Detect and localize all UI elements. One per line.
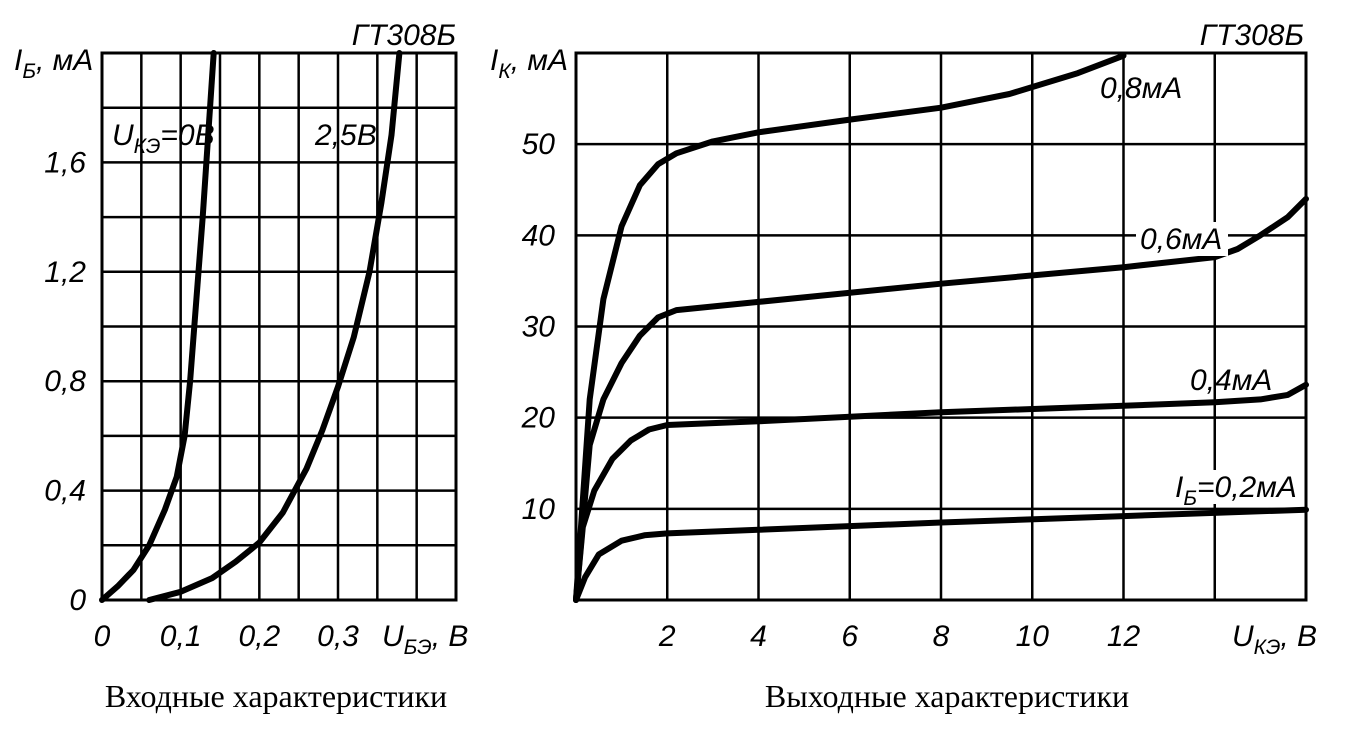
series-line-1 [99,50,217,603]
plot-frame [100,51,458,602]
series-label-3-main: 0,6мА [1140,223,1222,256]
x-tick-label: 0 [94,620,111,653]
x-tick-label: 0,1 [160,620,202,653]
x-axis-label-main: U [1232,620,1254,653]
y-tick-label: 50 [522,128,556,161]
series-label-3: 0,6мА [1140,223,1222,256]
series-label-1-main: I [1175,471,1183,504]
x-tick-label: 0,3 [317,620,359,653]
x-tick-label: 10 [1016,620,1050,653]
chart-caption: Входные характеристики [105,678,447,714]
series-label-bg [1136,222,1228,256]
y-tick-label: 1,2 [44,256,86,289]
x-tick-label: 2 [658,620,676,653]
series-label-4-main: 0,8мА [1100,72,1182,105]
x-axis-label-subscript: БЭ [404,636,432,659]
y-tick-label: 20 [521,402,556,435]
plot-frame [574,51,1308,602]
x-axis-label-main: U [382,620,404,653]
series-line-1 [573,506,1309,603]
series-line-4 [573,52,1127,603]
y-axis-label-main: I [14,44,22,77]
series-line-2 [573,381,1309,603]
series-label-2: 2,5В [314,119,377,152]
series-label-1-subscript: КЭ [134,135,161,158]
chart-title: ГТ308Б [1200,19,1304,52]
series-label-4: 0,8мА [1100,72,1182,105]
series-label-bg [1171,470,1301,504]
chart-title: ГТ308Б [352,19,456,52]
series-label-2: 0,4мА [1190,364,1272,397]
x-axis-label-subscript: КЭ [1254,636,1281,659]
y-tick-label: 0 [69,584,86,617]
y-axis-label-rest: , мА [511,44,568,77]
series-line-3 [573,195,1309,603]
series-label-1-rest: =0В [160,119,214,152]
y-axis-label-rest: , мА [36,44,93,77]
x-tick-label: 0,2 [238,620,280,653]
series-label-2-main: 0,4мА [1190,364,1272,397]
x-axis-label: UКЭ, В [1232,620,1317,659]
y-tick-label: 0,8 [44,365,86,398]
y-tick-label: 40 [522,219,556,252]
x-axis-label: UБЭ, В [382,620,468,659]
y-axis-label-subscript: Б [22,60,36,83]
series-label-1: UКЭ=0В [112,119,215,158]
x-tick-label: 12 [1107,620,1141,653]
x-tick-label: 8 [933,620,950,653]
series-label-1-main: U [112,119,134,152]
y-axis-label: IК, мА [490,44,568,83]
y-tick-label: 30 [522,311,556,344]
y-axis-label: IБ, мА [14,44,93,83]
series-label-2-main: 2,5В [314,119,377,152]
chart-caption: Выходные характеристики [765,678,1129,714]
x-axis-label-rest: , В [1280,620,1317,653]
y-axis-label-subscript: К [498,60,512,83]
y-tick-label: 10 [522,493,556,526]
y-tick-label: 1,6 [44,146,86,179]
series-label-1-rest: =0,2мА [1197,471,1297,504]
series-label-1-subscript: Б [1183,487,1197,510]
x-tick-label: 4 [750,620,767,653]
y-tick-label: 0,4 [44,475,86,508]
series-line-2 [146,50,403,603]
x-tick-label: 6 [841,620,858,653]
x-axis-label-rest: , В [432,620,469,653]
y-axis-label-main: I [490,44,498,77]
series-label-1: IБ=0,2мА [1175,471,1297,510]
